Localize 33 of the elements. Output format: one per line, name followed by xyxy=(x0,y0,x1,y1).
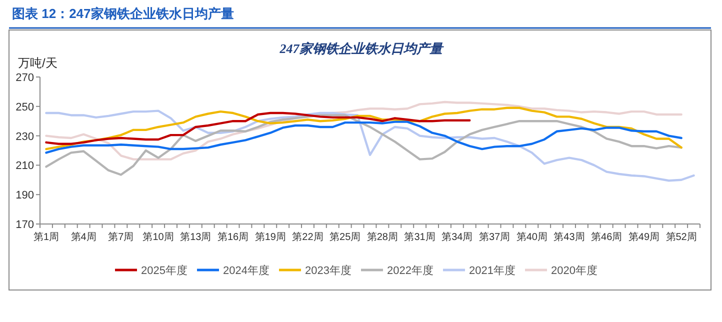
y-tick-label: 230 xyxy=(16,130,34,143)
x-tick-label: 第31周 xyxy=(404,231,436,243)
x-tick-label: 第25周 xyxy=(330,231,361,243)
x-tick-label: 第37周 xyxy=(478,231,510,243)
legend-label: 2022年度 xyxy=(387,264,434,277)
x-tick-label: 第28周 xyxy=(366,231,398,243)
chart-title: 图表 12：247家钢铁企业铁水日均产量 xyxy=(12,6,234,21)
x-tick-label: 第49周 xyxy=(628,231,660,243)
x-tick-label: 第43周 xyxy=(554,231,585,243)
x-tick-label: 第22周 xyxy=(292,231,324,243)
chart-subtitle: 247家钢铁企业铁水日均产量 xyxy=(278,41,444,56)
y-tick-label: 270 xyxy=(16,72,34,84)
x-tick-label: 第4周 xyxy=(70,231,96,243)
legend-label: 2025年度 xyxy=(141,264,188,277)
y-axis-title: 万吨/天 xyxy=(18,56,58,70)
y-tick-label: 210 xyxy=(16,160,34,172)
x-tick-label: 第10周 xyxy=(142,231,174,243)
y-tick-label: 250 xyxy=(16,101,34,114)
x-tick-label: 第34周 xyxy=(442,231,473,243)
x-tick-label: 第46周 xyxy=(591,231,622,243)
x-tick-label: 第13周 xyxy=(180,231,212,243)
y-tick-label: 170 xyxy=(16,219,34,231)
y-tick-label: 190 xyxy=(16,190,34,202)
legend-label: 2024年度 xyxy=(223,264,270,277)
legend-label: 2021年度 xyxy=(469,264,516,277)
x-tick-label: 第40周 xyxy=(516,231,548,243)
x-tick-label: 第19周 xyxy=(254,231,286,243)
legend-label: 2023年度 xyxy=(305,264,352,277)
x-tick-label: 第7周 xyxy=(108,231,134,243)
x-tick-label: 第1周 xyxy=(33,231,60,243)
x-tick-label: 第16周 xyxy=(217,231,249,243)
legend-label: 2020年度 xyxy=(551,264,598,277)
x-tick-label: 第52周 xyxy=(666,231,697,243)
